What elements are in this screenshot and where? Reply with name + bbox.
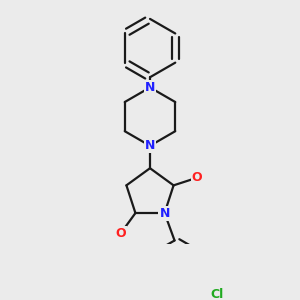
Text: N: N [145,81,155,94]
Text: O: O [192,171,202,184]
Text: Cl: Cl [211,288,224,300]
Text: N: N [145,139,155,152]
Text: O: O [116,226,126,240]
Text: N: N [159,207,170,220]
